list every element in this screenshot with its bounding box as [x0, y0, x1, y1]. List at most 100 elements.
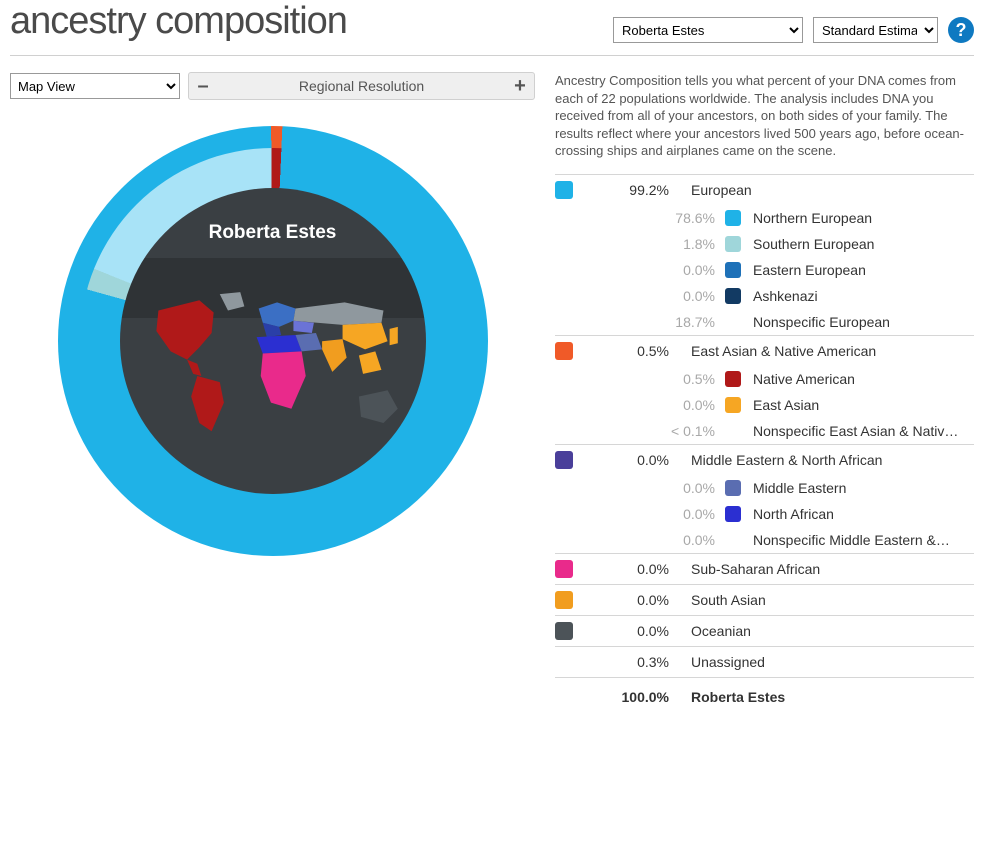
donut-center: Roberta Estes: [120, 188, 426, 494]
label: European: [691, 182, 752, 198]
swatch-icon: [555, 342, 573, 360]
row-ea-na[interactable]: 0.5% East Asian & Native American: [555, 336, 974, 366]
swatch-icon: [725, 506, 741, 522]
label: Roberta Estes: [691, 689, 785, 705]
label: Native American: [753, 371, 855, 387]
swatch-icon: [725, 480, 741, 496]
swatch-none: [725, 314, 741, 330]
swatch-none: [725, 423, 741, 439]
swatch-none: [555, 653, 573, 671]
swatch-none: [555, 688, 573, 706]
row-mena[interactable]: 0.0% Middle Eastern & North African: [555, 445, 974, 475]
percent: 0.0%: [599, 561, 679, 577]
estimate-selector[interactable]: Standard Estimate: [813, 17, 938, 43]
resolution-label: Regional Resolution: [217, 78, 506, 94]
percent: < 0.1%: [645, 423, 725, 439]
row-northern-european[interactable]: 78.6% Northern European: [555, 205, 974, 231]
row-ssa[interactable]: 0.0% Sub-Saharan African: [555, 554, 974, 584]
label: Unassigned: [691, 654, 765, 670]
donut-chart: Roberta Estes: [58, 126, 488, 556]
person-selector[interactable]: Roberta Estes: [613, 17, 803, 43]
controls-row: Map View – Regional Resolution +: [10, 72, 535, 100]
row-european[interactable]: 99.2% European: [555, 175, 974, 205]
left-panel: Map View – Regional Resolution + Roberta…: [10, 72, 535, 712]
label: East Asian & Native American: [691, 343, 876, 359]
row-nonspecific-european[interactable]: 18.7% Nonspecific European: [555, 309, 974, 335]
group-european: 99.2% European 78.6% Northern European 1…: [555, 174, 974, 335]
row-native-american[interactable]: 0.5% Native American: [555, 366, 974, 392]
percent: 0.0%: [645, 532, 725, 548]
label: Sub-Saharan African: [691, 561, 820, 577]
zoom-in-button[interactable]: +: [506, 73, 534, 99]
percent: 0.3%: [599, 654, 679, 670]
swatch-icon: [555, 560, 573, 578]
percent: 0.0%: [645, 397, 725, 413]
swatch-icon: [725, 262, 741, 278]
swatch-icon: [725, 236, 741, 252]
header: ancestry composition Roberta Estes Stand…: [10, 0, 974, 51]
label: Southern European: [753, 236, 874, 252]
row-southern-european[interactable]: 1.8% Southern European: [555, 231, 974, 257]
percent: 0.5%: [645, 371, 725, 387]
row-unassigned[interactable]: 0.3% Unassigned: [555, 647, 974, 677]
label: East Asian: [753, 397, 819, 413]
zoom-out-button[interactable]: –: [189, 73, 217, 99]
group-unassigned: 0.3% Unassigned: [555, 646, 974, 677]
group-sasian: 0.0% South Asian: [555, 584, 974, 615]
percent: 0.0%: [645, 506, 725, 522]
right-panel: Ancestry Composition tells you what perc…: [555, 72, 974, 712]
resolution-bar: – Regional Resolution +: [188, 72, 535, 100]
help-icon[interactable]: ?: [948, 17, 974, 43]
swatch-none: [725, 532, 741, 548]
row-eastern-european[interactable]: 0.0% Eastern European: [555, 257, 974, 283]
percent: 18.7%: [645, 314, 725, 330]
percent: 0.0%: [599, 592, 679, 608]
row-ashkenazi[interactable]: 0.0% Ashkenazi: [555, 283, 974, 309]
label: Nonspecific European: [753, 314, 890, 330]
intro-text: Ancestry Composition tells you what perc…: [555, 72, 974, 160]
percent: 99.2%: [599, 182, 679, 198]
row-nonspecific-ea-na[interactable]: < 0.1% Nonspecific East Asian & Nativ…: [555, 418, 974, 444]
label: Middle Eastern & North African: [691, 452, 882, 468]
row-nonspecific-mena[interactable]: 0.0% Nonspecific Middle Eastern &…: [555, 527, 974, 553]
label: Middle Eastern: [753, 480, 846, 496]
label: Oceanian: [691, 623, 751, 639]
row-east-asian[interactable]: 0.0% East Asian: [555, 392, 974, 418]
label: Ashkenazi: [753, 288, 818, 304]
row-north-african[interactable]: 0.0% North African: [555, 501, 974, 527]
swatch-icon: [725, 210, 741, 226]
percent: 0.0%: [645, 262, 725, 278]
world-map-icon: [140, 288, 406, 441]
swatch-icon: [725, 397, 741, 413]
swatch-icon: [555, 591, 573, 609]
row-south-asian[interactable]: 0.0% South Asian: [555, 585, 974, 615]
label: Nonspecific Middle Eastern &…: [753, 532, 950, 548]
percent: 0.0%: [645, 288, 725, 304]
swatch-icon: [725, 371, 741, 387]
group-oceanian: 0.0% Oceanian: [555, 615, 974, 646]
swatch-icon: [555, 622, 573, 640]
label: Northern European: [753, 210, 872, 226]
row-total: 100.0% Roberta Estes: [555, 677, 974, 712]
percent: 0.5%: [599, 343, 679, 359]
group-ea-na: 0.5% East Asian & Native American 0.5% N…: [555, 335, 974, 444]
label: South Asian: [691, 592, 766, 608]
label: Nonspecific East Asian & Nativ…: [753, 423, 958, 439]
page-title: ancestry composition: [10, 0, 603, 43]
divider: [10, 55, 974, 56]
swatch-icon: [725, 288, 741, 304]
label: Eastern European: [753, 262, 866, 278]
swatch-icon: [555, 451, 573, 469]
row-middle-eastern[interactable]: 0.0% Middle Eastern: [555, 475, 974, 501]
row-oceanian[interactable]: 0.0% Oceanian: [555, 616, 974, 646]
group-ssa: 0.0% Sub-Saharan African: [555, 553, 974, 584]
percent: 78.6%: [645, 210, 725, 226]
percent: 100.0%: [599, 689, 679, 705]
percent: 0.0%: [599, 623, 679, 639]
label: North African: [753, 506, 834, 522]
swatch-icon: [555, 181, 573, 199]
percent: 0.0%: [599, 452, 679, 468]
center-name: Roberta Estes: [120, 222, 426, 244]
percent: 1.8%: [645, 236, 725, 252]
view-selector[interactable]: Map View: [10, 73, 180, 99]
